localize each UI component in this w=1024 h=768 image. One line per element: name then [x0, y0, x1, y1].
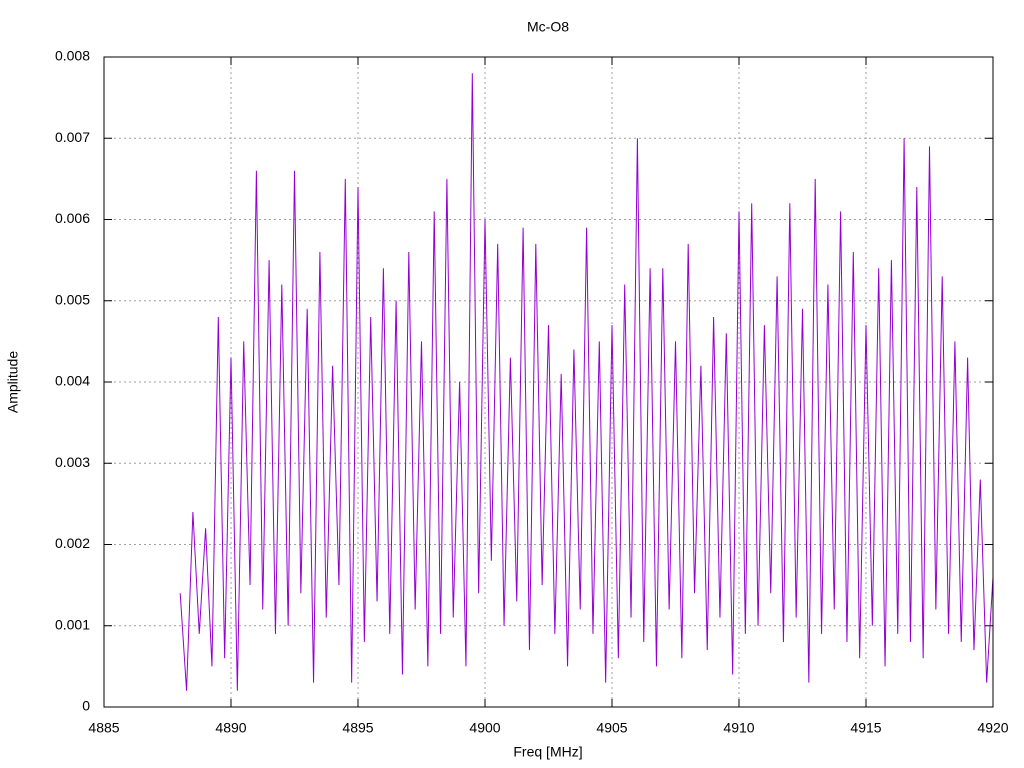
- y-tick-label: 0.003: [55, 454, 90, 470]
- x-tick-label: 4910: [723, 720, 754, 736]
- y-tick-label: 0.005: [55, 291, 90, 307]
- x-tick-label: 4915: [850, 720, 881, 736]
- y-tick-label: 0: [82, 698, 90, 714]
- plot-border: [103, 56, 994, 708]
- y-tick-label: 0.008: [55, 48, 90, 64]
- x-tick-label: 4920: [977, 720, 1008, 736]
- data-line: [179, 73, 994, 691]
- y-tick-label: 0.004: [55, 373, 90, 389]
- y-tick-label: 0.001: [55, 616, 90, 632]
- x-tick-label: 4885: [88, 720, 119, 736]
- y-axis-label: Amplitude: [5, 351, 21, 413]
- y-tick-label: 0.007: [55, 129, 90, 145]
- x-tick-label: 4890: [215, 720, 246, 736]
- x-tick-label: 4895: [342, 720, 373, 736]
- x-tick-label: 4905: [596, 720, 627, 736]
- y-tick-label: 0.002: [55, 535, 90, 551]
- x-tick-label: 4900: [469, 720, 500, 736]
- y-tick-label: 0.006: [55, 210, 90, 226]
- chart-title: Mc-O8: [527, 19, 569, 35]
- x-axis-label: Freq [MHz]: [513, 744, 582, 760]
